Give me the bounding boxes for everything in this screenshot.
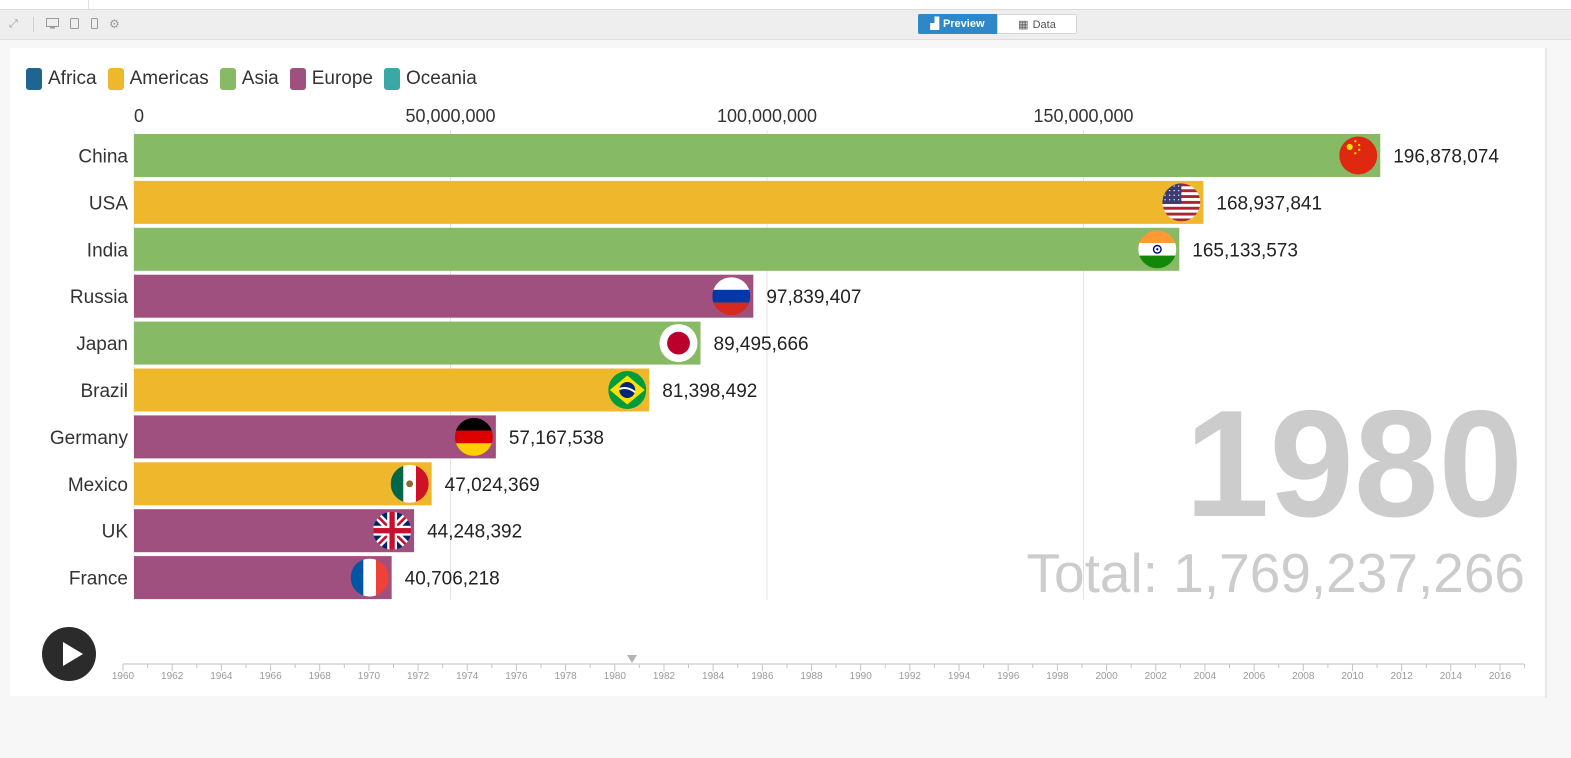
legend-swatch	[107, 68, 124, 90]
legend-label: Africa	[48, 68, 97, 89]
tablet-icon[interactable]	[70, 18, 79, 32]
chart-card	[10, 48, 1545, 696]
preview-tab[interactable]: ▟ Preview	[918, 14, 997, 34]
legend-swatch	[219, 68, 236, 90]
legend-swatch	[26, 68, 42, 90]
legend-label: Oceania	[406, 68, 477, 89]
play-button[interactable]	[42, 627, 96, 681]
top-strip	[0, 0, 1571, 10]
legend-label: Asia	[241, 68, 279, 89]
legend-item-asia[interactable]: Asia	[219, 68, 279, 90]
toolbar-divider	[33, 17, 34, 32]
legend-label: Europe	[311, 68, 374, 89]
chart-icon: ▟	[930, 18, 939, 30]
view-toggle: ▟ Preview ▦ Data	[918, 14, 1077, 34]
legend-item-oceania[interactable]: Oceania	[384, 68, 477, 90]
legend-label: Americas	[129, 68, 209, 89]
gear-icon[interactable]: ⚙	[109, 17, 120, 31]
expand-icon[interactable]: ⤢	[9, 18, 18, 30]
toolbar: ⤢ ⚙ ▟ Preview ▦ Data	[0, 10, 1571, 40]
legend-item-africa[interactable]: Africa	[26, 68, 97, 90]
data-tab[interactable]: ▦ Data	[997, 14, 1077, 34]
legend: Africa Americas Asia Europe Oceania	[26, 68, 488, 90]
top-divider	[88, 0, 89, 9]
table-icon: ▦	[1018, 19, 1029, 31]
legend-swatch	[384, 68, 401, 90]
desktop-icon[interactable]	[46, 18, 59, 32]
legend-item-americas[interactable]: Americas	[107, 68, 209, 90]
card-edge	[1545, 48, 1547, 698]
play-icon	[63, 642, 83, 666]
preview-tab-label: Preview	[942, 18, 985, 30]
phone-icon[interactable]	[91, 18, 98, 32]
legend-item-europe[interactable]: Europe	[289, 68, 374, 90]
legend-swatch	[289, 68, 306, 90]
data-tab-label: Data	[1032, 19, 1056, 31]
